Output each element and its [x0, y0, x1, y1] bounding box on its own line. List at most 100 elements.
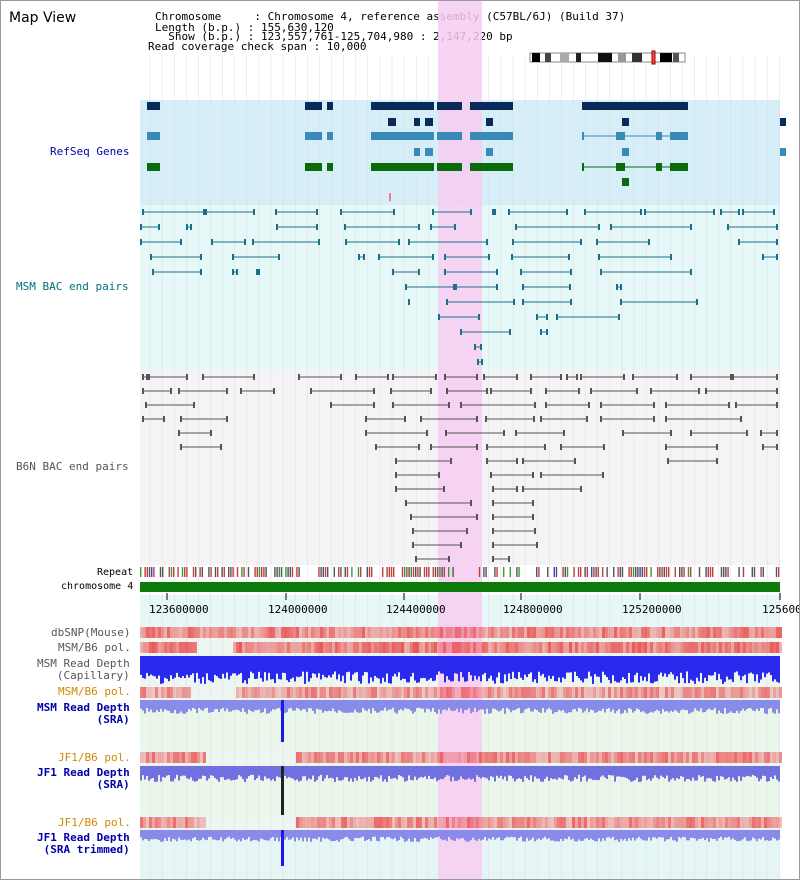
depth-bar — [550, 656, 552, 679]
repeat-element — [415, 567, 417, 577]
pair-end — [236, 269, 238, 275]
depth-bar — [538, 766, 540, 779]
depth-bar — [232, 830, 234, 838]
heat-cell — [704, 817, 707, 828]
heat-cell — [503, 642, 506, 653]
heat-cell — [581, 627, 584, 638]
heat-cell — [596, 752, 599, 763]
depth-bar — [166, 700, 168, 711]
repeat-element — [712, 567, 714, 577]
depth-bar — [454, 700, 456, 711]
heat-cell — [194, 627, 197, 638]
heat-cell — [458, 817, 461, 828]
depth-bar — [362, 830, 364, 837]
depth-bar — [456, 766, 458, 781]
heat-cell — [713, 687, 716, 698]
depth-bar — [426, 656, 428, 681]
depth-bar — [290, 830, 292, 840]
depth-bar — [378, 656, 380, 679]
depth-bar — [302, 766, 304, 777]
heat-cell — [386, 752, 389, 763]
pair-end — [180, 416, 182, 422]
depth-bar — [604, 700, 606, 713]
heat-cell — [431, 752, 434, 763]
heat-cell — [641, 817, 644, 828]
depth-bar — [452, 766, 454, 777]
depth-bar — [700, 766, 702, 777]
repeat-element — [668, 567, 670, 577]
depth-bar — [218, 700, 220, 713]
depth-bar — [516, 700, 518, 709]
depth-bar — [448, 700, 450, 708]
depth-bar — [240, 656, 242, 673]
heat-cell — [194, 642, 197, 653]
heat-cell — [353, 687, 356, 698]
heat-cell — [743, 642, 746, 653]
depth-bar — [466, 830, 468, 842]
pair-end — [240, 388, 242, 394]
heat-cell — [476, 687, 479, 698]
gene-exon — [437, 102, 462, 110]
heat-cell — [692, 687, 695, 698]
depth-bar — [182, 656, 184, 677]
heat-cell — [554, 817, 557, 828]
heat-cell — [569, 687, 572, 698]
depth-bar — [292, 830, 294, 838]
depth-bar — [598, 830, 600, 839]
heat-cell — [281, 687, 284, 698]
heat-cell — [542, 817, 545, 828]
depth-bar — [642, 700, 644, 712]
repeat-track — [140, 567, 780, 577]
repeat-element — [419, 567, 421, 577]
heat-cell — [590, 627, 593, 638]
heat-cell — [431, 627, 434, 638]
depth-bar — [330, 700, 332, 712]
depth-bar — [722, 830, 724, 840]
pair-end — [650, 388, 652, 394]
depth-bar — [696, 656, 698, 678]
pair-end — [600, 402, 602, 408]
heat-cell — [605, 687, 608, 698]
depth-bar — [556, 766, 558, 780]
gene-exon — [327, 163, 333, 171]
heat-cell — [554, 642, 557, 653]
heat-cell — [314, 752, 317, 763]
ideogram-band — [598, 53, 612, 62]
heat-cell — [491, 627, 494, 638]
depth-bar — [686, 766, 688, 780]
depth-bar — [434, 656, 436, 681]
depth-bar — [736, 830, 738, 842]
b6n-bac-pair — [667, 458, 718, 464]
depth-bar — [756, 656, 758, 675]
depth-bar — [250, 656, 252, 672]
pair-end — [478, 314, 480, 320]
depth-bar — [496, 766, 498, 776]
depth-bar — [760, 766, 762, 780]
heat-cell — [629, 627, 632, 638]
ruler-tick-label: 125200000 — [622, 603, 682, 616]
heat-cell — [752, 817, 755, 828]
heat-cell — [716, 642, 719, 653]
depth-bar — [404, 830, 406, 842]
depth-bar — [472, 830, 474, 838]
depth-bar — [648, 766, 650, 779]
depth-bar — [356, 700, 358, 713]
heat-cell — [404, 627, 407, 638]
heat-cell — [449, 817, 452, 828]
depth-bar — [756, 830, 758, 842]
repeat-element — [665, 567, 668, 577]
depth-bar — [560, 656, 562, 683]
repeat-element — [536, 567, 538, 577]
depth-bar — [696, 700, 698, 711]
depth-bar — [196, 700, 198, 713]
depth-bar — [398, 700, 400, 711]
heat-cell — [719, 627, 722, 638]
depth-bar — [350, 700, 352, 713]
repeat-element — [406, 567, 408, 577]
msm-bac-pair — [762, 254, 778, 260]
depth-bar — [178, 700, 180, 714]
heat-cell — [338, 817, 341, 828]
heat-cell — [176, 627, 179, 638]
heat-cell — [167, 817, 170, 828]
